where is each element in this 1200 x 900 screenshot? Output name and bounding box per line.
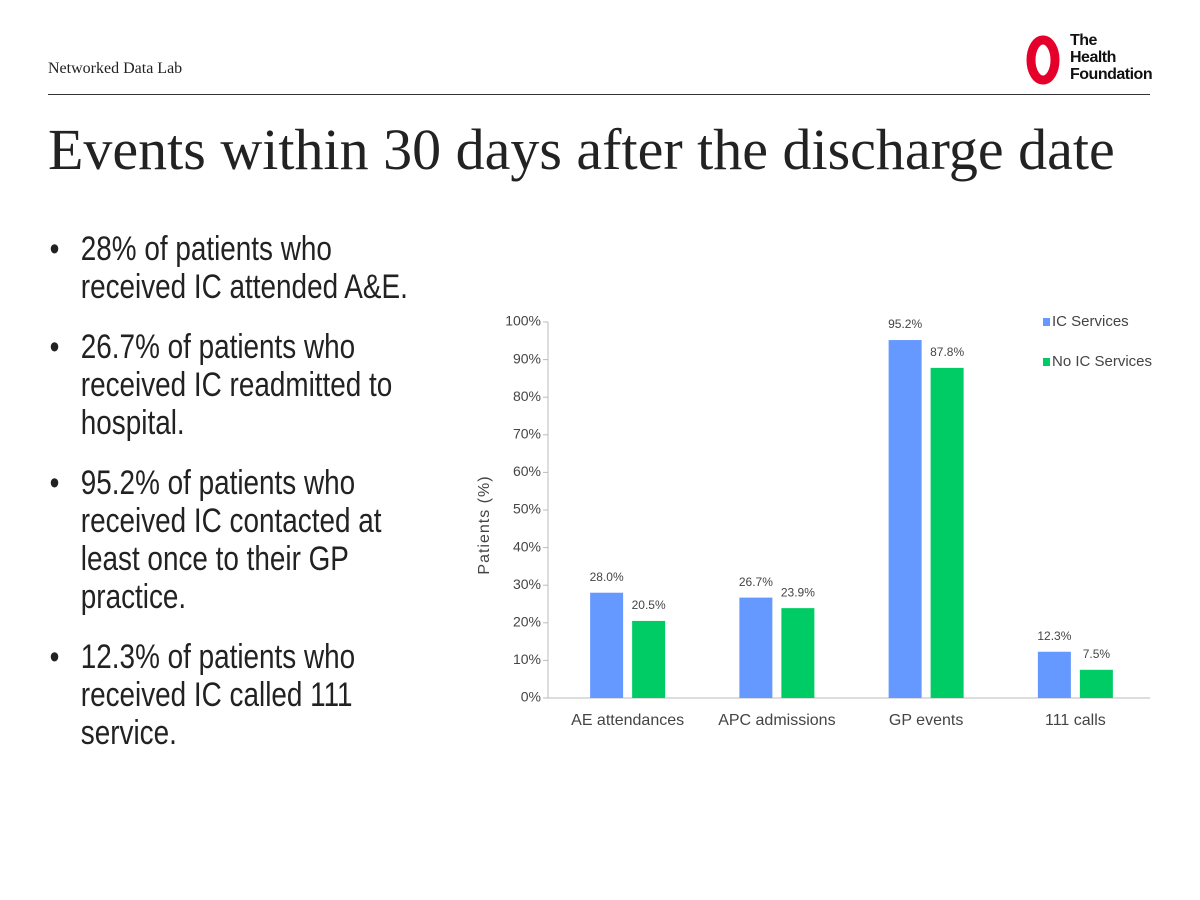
legend-label: IC Services	[1052, 313, 1129, 330]
value-label: 20.5%	[632, 598, 666, 612]
bar	[930, 367, 964, 698]
y-tick-label: 30%	[513, 576, 541, 592]
bullet: 95.2% of patients who received IC contac…	[48, 464, 442, 616]
bar	[590, 592, 624, 698]
bar	[781, 608, 815, 698]
bar	[632, 620, 666, 698]
value-label: 7.5%	[1083, 647, 1111, 661]
logo-ring	[1026, 35, 1060, 85]
slide-title: Events within 30 days after the discharg…	[48, 117, 1115, 182]
bullet: 12.3% of patients who received IC called…	[48, 638, 442, 752]
bar	[1079, 669, 1113, 698]
y-tick-label: 50%	[513, 501, 541, 517]
header-rule	[48, 94, 1150, 95]
bullet: 26.7% of patients who received IC readmi…	[48, 328, 442, 442]
value-label: 23.9%	[781, 585, 815, 599]
bullet: 28% of patients who received IC attended…	[48, 230, 442, 306]
logo-line: The	[1070, 32, 1097, 49]
y-tick-label: 10%	[513, 651, 541, 667]
x-tick-label: AE attendances	[571, 712, 684, 729]
y-tick-label: 70%	[513, 426, 541, 442]
x-tick-label: 111 calls	[1045, 712, 1106, 729]
value-label: 87.8%	[930, 345, 964, 359]
value-label: 28.0%	[590, 570, 624, 584]
logo-line: Health	[1070, 49, 1116, 66]
legend-swatch	[1043, 358, 1050, 366]
logo-text: The Health Foundation	[1070, 32, 1153, 83]
legend-swatch	[1043, 318, 1050, 326]
bar	[1037, 651, 1071, 698]
y-tick-label: 60%	[513, 463, 541, 479]
value-label: 12.3%	[1037, 629, 1071, 643]
y-tick-label: 90%	[513, 350, 541, 366]
y-tick-label: 20%	[513, 614, 541, 630]
legend-label: No IC Services	[1052, 353, 1152, 370]
y-tick-label: 100%	[505, 313, 541, 329]
value-label: 26.7%	[739, 575, 773, 589]
bar	[888, 340, 922, 698]
logo-line: Foundation	[1070, 66, 1153, 83]
x-tick-label: GP events	[889, 712, 963, 729]
y-tick-label: 40%	[513, 538, 541, 554]
value-label: 95.2%	[888, 317, 922, 331]
y-tick-label: 80%	[513, 388, 541, 404]
y-axis-label: Patients (%)	[476, 475, 493, 574]
bar	[739, 597, 773, 698]
x-tick-label: APC admissions	[718, 712, 835, 729]
y-tick-label: 0%	[521, 689, 541, 705]
bullet-list: 28% of patients who received IC attended…	[48, 230, 433, 774]
lab-name: Networked Data Lab	[48, 60, 183, 77]
logo-mark	[1026, 35, 1060, 85]
